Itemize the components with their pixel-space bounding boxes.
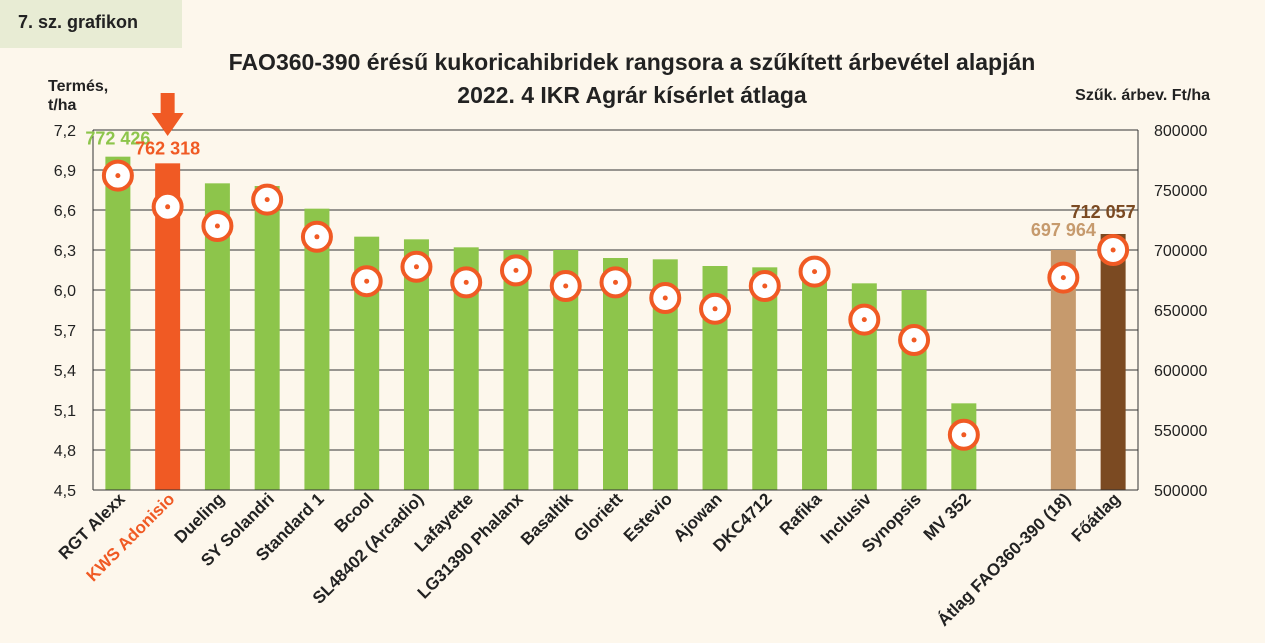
y-tick-right: 750000 <box>1154 183 1207 200</box>
bar <box>1100 234 1126 490</box>
y-tick-left: 7,2 <box>54 123 76 140</box>
chart-title: FAO360-390 érésű kukoricahibridek rangso… <box>229 49 1036 75</box>
y-axis-right-title: Szűk. árbev. Ft/ha <box>1075 87 1210 104</box>
revenue-marker-dot <box>563 283 569 289</box>
revenue-marker-dot <box>513 267 519 273</box>
y-tick-right: 500000 <box>1154 483 1207 500</box>
x-tick-label: Főátlag <box>1068 489 1124 545</box>
axes <box>92 130 1139 491</box>
y-axis-left-title: Termés, <box>48 78 108 95</box>
revenue-marker-dot <box>662 295 668 301</box>
data-label: 762 318 <box>135 138 200 158</box>
y-tick-left: 6,0 <box>54 283 76 300</box>
y-tick-left: 5,4 <box>54 363 76 380</box>
y-tick-left: 4,5 <box>54 483 76 500</box>
y-tick-right: 650000 <box>1154 303 1207 320</box>
x-tick-label: MV 352 <box>920 489 975 544</box>
revenue-marker-dot <box>165 204 171 210</box>
chart-subtitle: 2022. 4 IKR Agrár kísérlet átlaga <box>457 82 807 108</box>
y-tick-left: 5,7 <box>54 323 76 340</box>
y-tick-right: 800000 <box>1154 123 1207 140</box>
x-tick-label: KWS Adonisio <box>83 489 179 585</box>
y-tick-left: 6,3 <box>54 243 76 260</box>
data-label: 697 964 <box>1031 220 1096 240</box>
revenue-marker-dot <box>1110 247 1116 253</box>
y-axis-left-unit: t/ha <box>48 97 77 114</box>
highlight-arrow <box>151 93 184 136</box>
revenue-marker-dot <box>115 173 121 179</box>
figure-label: 7. sz. grafikon <box>18 12 139 32</box>
revenue-marker-dot <box>314 234 320 240</box>
x-tick-label: Gloriett <box>570 489 626 545</box>
y-tick-right: 600000 <box>1154 363 1207 380</box>
revenue-marker-dot <box>762 283 768 289</box>
revenue-marker-dot <box>1060 275 1066 281</box>
data-label: 772 426 <box>85 129 150 149</box>
revenue-marker-dot <box>463 279 469 285</box>
revenue-marker-dot <box>712 306 718 312</box>
y-tick-left: 4,8 <box>54 443 76 460</box>
x-tick-label: Estevio <box>620 489 676 545</box>
revenue-marker-dot <box>861 317 867 323</box>
revenue-marker-dot <box>214 223 220 229</box>
revenue-marker-dot <box>413 264 419 270</box>
revenue-marker-dot <box>364 278 370 284</box>
revenue-marker-dot <box>911 337 917 343</box>
markers <box>101 159 1130 451</box>
figure-label-box: 7. sz. grafikon <box>0 0 182 48</box>
y-tick-right: 550000 <box>1154 423 1207 440</box>
bar <box>254 186 280 490</box>
x-tick-label: Bcool <box>331 489 378 536</box>
x-tick-label: Basaltik <box>517 489 577 549</box>
revenue-marker-dot <box>812 269 818 275</box>
bar <box>802 279 828 490</box>
bar <box>304 208 330 490</box>
bar <box>901 290 927 490</box>
revenue-marker-dot <box>264 197 270 203</box>
y-tick-left: 5,1 <box>54 403 76 420</box>
y-tick-right: 700000 <box>1154 243 1207 260</box>
y-tick-left: 6,9 <box>54 163 76 180</box>
y-tick-left: 6,6 <box>54 203 76 220</box>
data-label: 712 057 <box>1071 202 1136 222</box>
bar <box>503 250 529 490</box>
revenue-marker-dot <box>961 432 967 438</box>
bar <box>105 156 131 490</box>
revenue-marker-dot <box>613 279 618 285</box>
bar <box>752 267 778 490</box>
x-tick-label: Rafika <box>776 489 826 539</box>
